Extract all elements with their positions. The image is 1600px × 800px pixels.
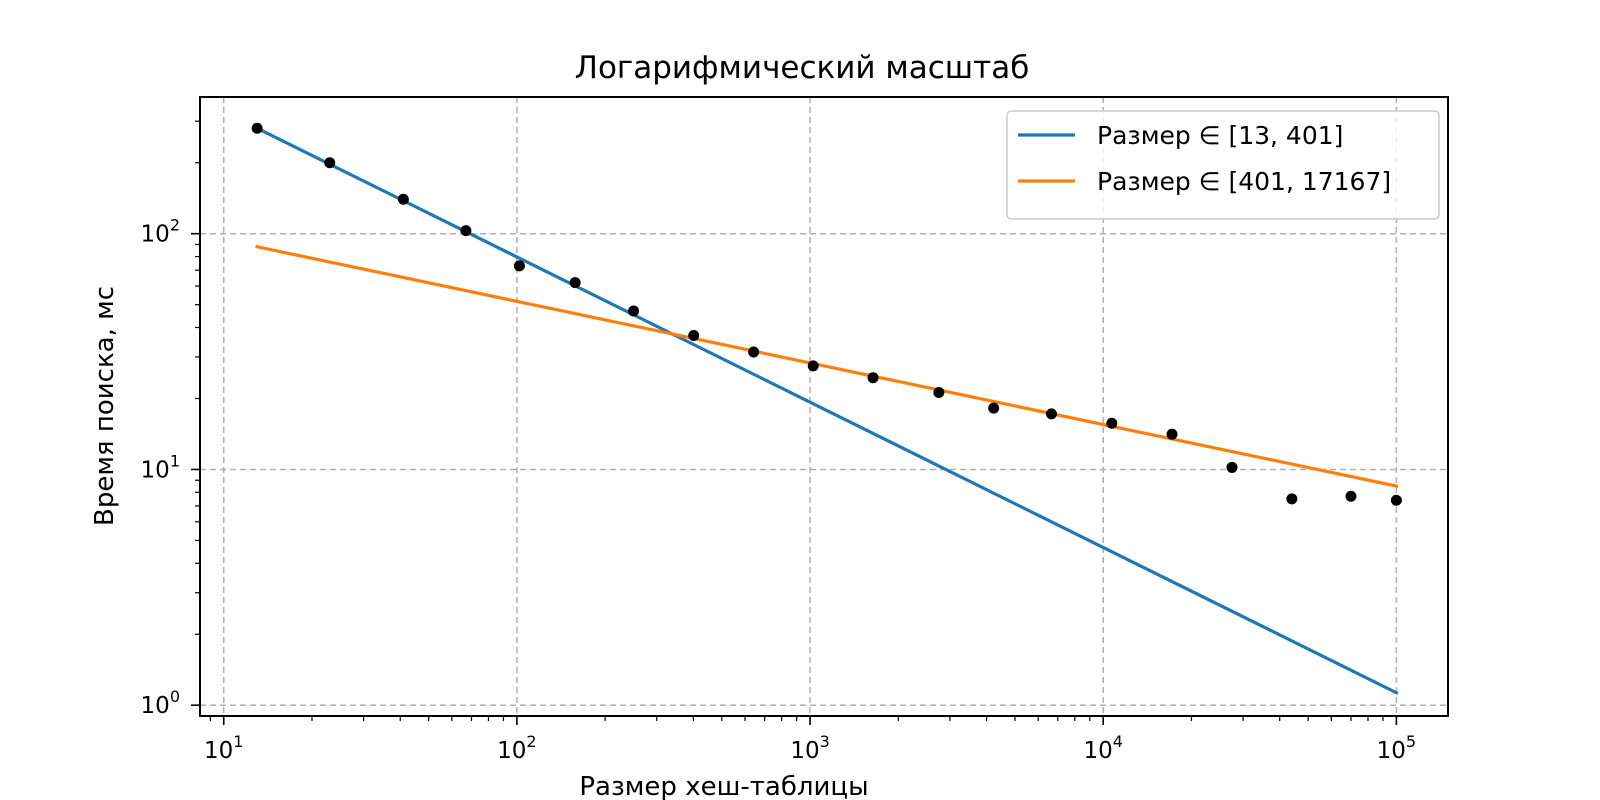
data-point [569,277,581,289]
data-point [988,402,1000,414]
data-point [251,122,263,134]
fit-line-0 [254,126,1399,695]
data-point [1045,408,1057,420]
data-point [513,260,525,272]
y-tick-label: 101 [141,451,180,483]
data-point [397,193,409,205]
x-tick-label: 102 [497,732,536,764]
legend-box [1006,110,1440,220]
data-point [324,157,336,169]
data-point [1390,494,1402,506]
plot-area-frame [199,96,1449,717]
ticks: 101 102 103 104 105 100 101 102 [141,216,1417,764]
legend: Размер ∈ [13, 401] Размер ∈ [401, 17167] [1006,110,1440,220]
data-point [867,372,879,384]
fit-line-1 [255,244,1399,488]
data-point [1226,461,1238,473]
y-tick-label: 100 [141,687,180,719]
data-point [1166,428,1178,440]
data-point [1345,490,1357,502]
legend-label: Размер ∈ [401, 17167] [1097,167,1391,196]
data-point [1106,417,1118,429]
x-axis-label: Размер хеш-таблицы [579,772,868,800]
x-tick-label: 104 [1083,732,1122,764]
x-tick-label: 103 [790,732,829,764]
y-axis-label: Время поиска, мс [90,286,120,526]
data-point [933,387,945,399]
series [251,122,1402,695]
data-point [807,360,819,372]
data-point [460,225,472,237]
data-point [1286,493,1298,505]
data-point [748,346,760,358]
data-point [628,305,640,317]
x-tick-label: 101 [204,732,243,764]
legend-label: Размер ∈ [13, 401] [1097,121,1343,150]
data-point [688,329,700,341]
x-tick-label: 105 [1377,732,1416,764]
y-tick-label: 102 [141,216,180,248]
chart-title: Логарифмический масштаб [575,50,1030,86]
